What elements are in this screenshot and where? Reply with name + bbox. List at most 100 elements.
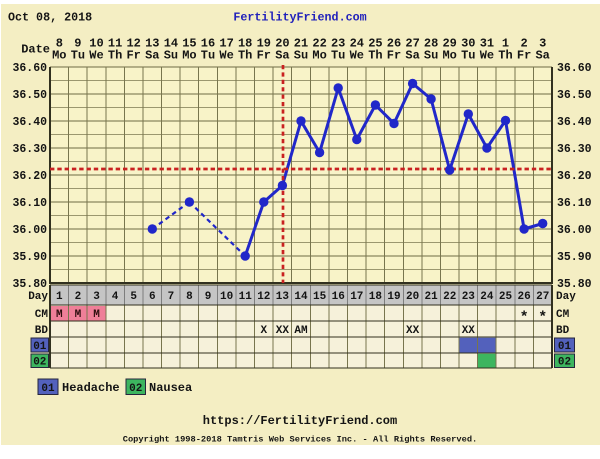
svg-text:BD: BD (556, 325, 570, 337)
svg-text:We: We (480, 49, 494, 63)
svg-text:25: 25 (499, 291, 513, 303)
svg-text:21: 21 (294, 37, 308, 51)
svg-text:36.10: 36.10 (557, 197, 592, 210)
svg-text:10: 10 (220, 291, 233, 303)
svg-text:Mo: Mo (52, 49, 66, 63)
svg-text:Copyright 1998-2018 Tamtris We: Copyright 1998-2018 Tamtris Web Services… (123, 435, 478, 445)
svg-text:Fr: Fr (257, 49, 271, 63)
svg-text:12: 12 (257, 291, 270, 303)
svg-text:21: 21 (424, 291, 438, 303)
svg-text:35.90: 35.90 (557, 251, 592, 264)
svg-text:14: 14 (294, 291, 308, 303)
svg-text:Th: Th (108, 49, 122, 63)
svg-text:36.50: 36.50 (557, 89, 592, 102)
svg-text:23: 23 (331, 37, 345, 51)
svg-text:35.80: 35.80 (557, 278, 592, 291)
svg-text:36.40: 36.40 (557, 116, 592, 129)
svg-text:02: 02 (129, 383, 142, 395)
svg-text:Su: Su (424, 49, 438, 63)
svg-text:36.20: 36.20 (12, 170, 47, 183)
svg-text:Sa: Sa (145, 49, 159, 63)
svg-text:18: 18 (238, 37, 252, 51)
svg-text:16: 16 (332, 291, 345, 303)
svg-text:17: 17 (350, 291, 363, 303)
svg-text:XX: XX (462, 325, 476, 337)
svg-text:XX: XX (276, 325, 290, 337)
svg-text:28: 28 (424, 37, 438, 51)
svg-text:11: 11 (108, 37, 122, 51)
svg-text:24: 24 (350, 37, 364, 51)
svg-text:36.60: 36.60 (12, 62, 47, 75)
svg-text:*: * (520, 310, 529, 327)
svg-text:31: 31 (480, 37, 494, 51)
svg-text:27: 27 (536, 291, 549, 303)
svg-text:Th: Th (498, 49, 512, 63)
svg-text:36.30: 36.30 (557, 143, 592, 156)
svg-text:1: 1 (502, 37, 509, 51)
svg-text:36.00: 36.00 (557, 224, 592, 237)
svg-text:M: M (56, 309, 63, 321)
svg-text:29: 29 (442, 37, 456, 51)
svg-text:19: 19 (387, 291, 400, 303)
svg-text:36.40: 36.40 (12, 116, 47, 129)
svg-text:14: 14 (164, 37, 178, 51)
svg-text:Mo: Mo (312, 49, 326, 63)
svg-text:02: 02 (33, 357, 46, 369)
svg-text:36.00: 36.00 (12, 224, 47, 237)
svg-text:27: 27 (405, 37, 419, 51)
svg-text:2: 2 (520, 37, 527, 51)
svg-text:CM: CM (35, 309, 49, 321)
svg-text:15: 15 (182, 37, 196, 51)
svg-text:26: 26 (517, 291, 530, 303)
svg-text:02: 02 (558, 357, 571, 369)
svg-text:Day: Day (28, 291, 48, 303)
svg-text:25: 25 (368, 37, 382, 51)
svg-text:9: 9 (205, 291, 212, 303)
svg-text:Sa: Sa (275, 49, 289, 63)
svg-text:Fr: Fr (517, 49, 531, 63)
svg-text:Fr: Fr (126, 49, 140, 63)
svg-text:3: 3 (93, 291, 100, 303)
svg-text:BD: BD (35, 325, 49, 337)
svg-text:We: We (89, 49, 103, 63)
svg-text:16: 16 (201, 37, 215, 51)
svg-text:2: 2 (75, 291, 82, 303)
svg-text:10: 10 (89, 37, 103, 51)
svg-text:Sa: Sa (535, 49, 549, 63)
svg-text:17: 17 (219, 37, 233, 51)
svg-text:AM: AM (294, 325, 308, 337)
svg-text:X: X (260, 325, 267, 337)
svg-text:We: We (219, 49, 233, 63)
svg-text:CM: CM (556, 309, 570, 321)
svg-text:36.50: 36.50 (12, 89, 47, 102)
svg-text:01: 01 (558, 341, 572, 353)
svg-text:We: We (350, 49, 364, 63)
svg-text:Date: Date (21, 43, 50, 57)
svg-text:20: 20 (406, 291, 419, 303)
svg-text:Mo: Mo (442, 49, 456, 63)
svg-text:XX: XX (406, 325, 420, 337)
svg-text:*: * (538, 310, 547, 327)
svg-text:Fr: Fr (387, 49, 401, 63)
svg-text:20: 20 (275, 37, 289, 51)
svg-text:Th: Th (238, 49, 252, 63)
svg-text:30: 30 (461, 37, 475, 51)
svg-text:7: 7 (168, 291, 175, 303)
svg-text:35.80: 35.80 (12, 278, 47, 291)
svg-text:Th: Th (368, 49, 382, 63)
svg-text:Tu: Tu (71, 49, 85, 63)
svg-text:23: 23 (462, 291, 476, 303)
svg-text:Mo: Mo (182, 49, 196, 63)
svg-text:22: 22 (312, 37, 326, 51)
svg-text:36.30: 36.30 (12, 143, 47, 156)
svg-text:Tu: Tu (201, 49, 215, 63)
svg-text:01: 01 (41, 383, 55, 395)
svg-text:https://FertilityFriend.com: https://FertilityFriend.com (203, 414, 397, 428)
svg-text:M: M (75, 309, 82, 321)
svg-text:13: 13 (145, 37, 159, 51)
svg-text:Tu: Tu (331, 49, 345, 63)
svg-text:Su: Su (294, 49, 308, 63)
svg-text:22: 22 (443, 291, 456, 303)
svg-text:M: M (93, 309, 100, 321)
svg-text:36.10: 36.10 (12, 197, 47, 210)
